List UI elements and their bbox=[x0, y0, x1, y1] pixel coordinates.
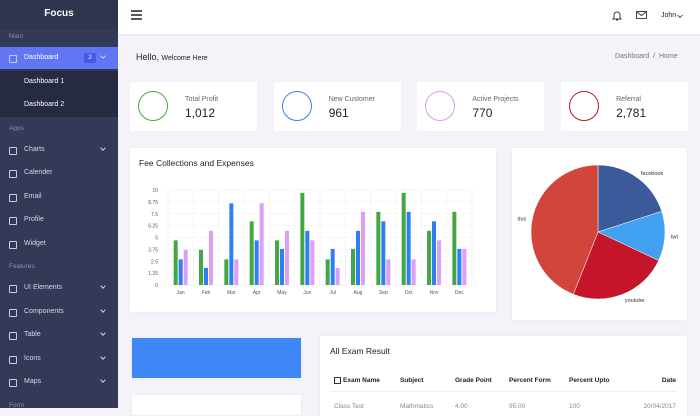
stat-card: Total Profit 1,012 bbox=[130, 82, 257, 131]
chevron bbox=[100, 377, 106, 383]
stat-value: 961 bbox=[328, 106, 349, 120]
stat-card: New Customer 961 bbox=[273, 82, 401, 131]
user-menu[interactable]: John bbox=[661, 12, 677, 19]
table-header: Subject bbox=[400, 377, 424, 384]
stat-value: 1,012 bbox=[185, 106, 216, 120]
table-header: Percent Upto bbox=[569, 377, 610, 384]
user-caret bbox=[677, 14, 683, 19]
blue-card bbox=[132, 338, 301, 378]
bar-card: Fee Collections and Expenses bbox=[130, 148, 496, 312]
chevron bbox=[100, 306, 106, 313]
stat-icon bbox=[569, 91, 600, 121]
menu-icon bbox=[9, 193, 17, 202]
chart-title: Fee Collections and Expenses bbox=[139, 158, 254, 168]
table-cell: 100 bbox=[569, 403, 580, 410]
table-title: All Exam Result bbox=[330, 346, 390, 356]
menu-item[interactable]: Components bbox=[24, 307, 64, 315]
chevron bbox=[100, 144, 106, 151]
menu-item[interactable]: UI Elements bbox=[24, 284, 63, 291]
menu-icon bbox=[9, 285, 17, 293]
menu-item[interactable]: Widget bbox=[24, 239, 46, 247]
menu-icon bbox=[9, 170, 17, 178]
menu-item[interactable]: Table bbox=[24, 331, 41, 338]
stat-label: Referral bbox=[616, 96, 641, 103]
stat-icon bbox=[138, 91, 168, 121]
active-bg bbox=[0, 47, 118, 69]
menu-icon bbox=[9, 332, 17, 340]
menu-icon bbox=[9, 55, 17, 63]
menu-item[interactable]: Calender bbox=[24, 169, 53, 176]
brand-bar bbox=[0, 0, 118, 30]
stat-label: New Customer bbox=[328, 96, 375, 103]
white-card bbox=[132, 395, 301, 415]
menu-icon bbox=[9, 240, 17, 249]
section-title: Form bbox=[9, 401, 25, 409]
notifications[interactable] bbox=[612, 10, 622, 21]
table-cell: 20/04/2017 bbox=[643, 403, 676, 410]
stat-label: Active Projects bbox=[472, 96, 519, 103]
submenu-item[interactable]: Dashboard 2 bbox=[24, 101, 65, 108]
menu-item[interactable]: Icons bbox=[24, 354, 41, 362]
breadcrumb: Dashboard / Home bbox=[615, 53, 678, 60]
section-title: Main bbox=[9, 33, 24, 40]
submenu-bg bbox=[0, 94, 118, 117]
stat-icon bbox=[281, 91, 312, 121]
stat-icon bbox=[425, 91, 456, 121]
greeting: Hello, Welcome Here bbox=[136, 52, 208, 62]
stat-value: 770 bbox=[472, 106, 493, 120]
menu-icon bbox=[9, 308, 17, 317]
table-cell: 95.00 bbox=[509, 403, 526, 410]
submenu-bg bbox=[0, 70, 118, 94]
topbar: John bbox=[118, 0, 700, 34]
sidebar: Focus Main Dashboard 2 Dashboard 1 Dashboard… bbox=[0, 0, 118, 409]
crumb[interactable]: Dashboard bbox=[615, 53, 650, 60]
table-card: All Exam Result Exam Name Subject Grade Po… bbox=[320, 336, 687, 416]
badge: 2 bbox=[84, 53, 96, 63]
table-header: Exam Name bbox=[343, 377, 380, 384]
subgreeting: Welcome Here bbox=[161, 55, 208, 62]
table-header: Grade Point bbox=[455, 377, 492, 384]
menu-item[interactable]: Charts bbox=[24, 145, 45, 153]
menu-item[interactable]: Dashboard bbox=[24, 54, 59, 61]
table-cell: Class Test bbox=[334, 403, 364, 410]
chevron bbox=[100, 283, 106, 289]
menu-item[interactable]: Profile bbox=[24, 216, 44, 223]
messages[interactable] bbox=[636, 11, 647, 20]
section-title: Apps bbox=[9, 124, 24, 132]
menu-toggle[interactable] bbox=[131, 10, 143, 20]
table-header: Date bbox=[661, 377, 676, 384]
stat-label: Total Profit bbox=[185, 96, 219, 103]
section-title: Features bbox=[9, 263, 35, 270]
brand: Focus bbox=[44, 8, 74, 19]
menu-icon bbox=[9, 379, 17, 387]
select-all[interactable] bbox=[334, 377, 341, 384]
submenu-item[interactable]: Dashboard 1 bbox=[24, 77, 65, 85]
table-header: Percent Form bbox=[509, 377, 551, 384]
menu-icon bbox=[9, 355, 17, 364]
chevron bbox=[100, 353, 106, 360]
menu-item[interactable]: Maps bbox=[24, 378, 42, 385]
divider bbox=[330, 391, 677, 392]
menu-item[interactable]: Email bbox=[24, 192, 42, 200]
menu-icon bbox=[9, 146, 17, 155]
stat-card: Active Projects 770 bbox=[417, 82, 545, 131]
stat-value: 2,781 bbox=[616, 106, 647, 120]
table-cell: Mathmatics bbox=[400, 403, 434, 410]
greeting-text: Hello, bbox=[136, 52, 160, 62]
table-cell: 4.00 bbox=[455, 403, 468, 410]
stat-card: Referral 2,781 bbox=[561, 82, 689, 131]
crumb: Home bbox=[658, 53, 678, 60]
pie-card bbox=[512, 148, 687, 320]
menu-icon bbox=[9, 217, 17, 225]
chevron bbox=[100, 330, 106, 336]
